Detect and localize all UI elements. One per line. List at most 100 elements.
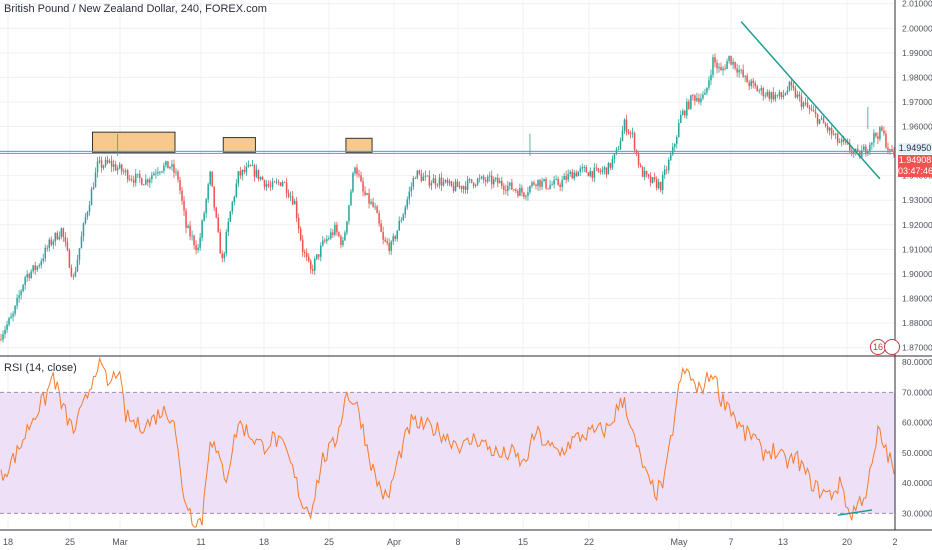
candle-body <box>322 240 324 246</box>
candle-body <box>653 177 656 180</box>
candle-body <box>577 171 579 177</box>
candle-body <box>173 164 175 173</box>
candle-body <box>6 324 8 330</box>
candle-body <box>84 216 87 224</box>
candle-body <box>464 186 467 190</box>
candle-body <box>201 220 203 238</box>
candle-body <box>309 260 312 270</box>
rsi-title: RSI (14, close) <box>4 362 77 374</box>
candle-body <box>450 181 453 187</box>
candle-body <box>155 173 157 175</box>
candle-body <box>420 173 423 181</box>
x-tick-label: 18 <box>259 537 269 547</box>
candle-body <box>434 178 437 185</box>
candle-body <box>832 134 835 136</box>
candle-body <box>607 162 610 175</box>
candle-body <box>589 171 592 177</box>
candle-body <box>505 189 507 191</box>
candle-body <box>291 196 294 205</box>
candle-body <box>527 192 529 196</box>
candle-body <box>593 167 596 178</box>
candle-body <box>273 181 276 183</box>
candle-body <box>549 184 551 189</box>
candle-body <box>366 193 368 195</box>
current-price-tag: 1.94908 <box>898 155 932 166</box>
candle-body <box>247 165 250 167</box>
x-tick-label: May <box>670 537 688 547</box>
candle-body <box>794 88 797 98</box>
candle-body <box>78 248 81 260</box>
candle-body <box>631 132 634 134</box>
candle-body <box>490 175 493 185</box>
candle-body <box>736 68 738 73</box>
resistance-zone <box>345 137 373 153</box>
candle-body <box>499 180 501 184</box>
economic-event-icon[interactable] <box>884 339 900 355</box>
candle-body <box>760 88 763 91</box>
candle-body <box>213 186 215 208</box>
x-tick-label: Apr <box>387 537 401 547</box>
candle-body <box>293 201 296 205</box>
candle-body <box>12 313 14 317</box>
candle-body <box>587 172 590 177</box>
candle-body <box>94 172 97 188</box>
x-tick-label: 7 <box>728 537 733 547</box>
candle-body <box>430 183 433 186</box>
candle-body <box>80 236 83 249</box>
candle-body <box>328 238 330 240</box>
candle-body <box>462 186 465 190</box>
y-tick-label: 1.97000 <box>902 97 932 107</box>
candle-body <box>511 182 513 190</box>
candle-body <box>482 176 485 181</box>
candle-body <box>810 109 813 111</box>
candle-body <box>694 95 696 101</box>
candle-body <box>750 80 752 87</box>
candle-body <box>324 240 326 242</box>
candle-body <box>468 179 471 181</box>
candle-body <box>382 231 384 240</box>
candle-body <box>139 173 141 179</box>
candle-body <box>122 171 125 173</box>
candle-body <box>778 92 781 96</box>
candle-body <box>108 160 111 163</box>
candle-body <box>336 224 338 233</box>
candle-body <box>344 232 346 241</box>
candle-body <box>756 86 758 92</box>
candle-body <box>844 141 847 143</box>
candle-body <box>684 110 686 116</box>
candle-body <box>503 186 505 190</box>
candle-body <box>44 247 47 259</box>
y-tick-label: 1.90000 <box>902 269 932 279</box>
candle-body <box>875 133 877 137</box>
candle-body <box>557 179 559 185</box>
candle-body <box>440 177 443 186</box>
candle-body <box>460 185 463 190</box>
candle-body <box>466 179 469 190</box>
candle-body <box>889 149 891 151</box>
y-tick-label: 2.01000 <box>902 0 932 9</box>
candle-body <box>134 173 137 183</box>
candle-body <box>776 94 779 96</box>
candle-body <box>199 237 201 248</box>
candle-body <box>388 243 390 251</box>
candle-body <box>422 176 425 181</box>
candle-body <box>358 174 360 176</box>
candle-body <box>22 284 24 291</box>
candle-body <box>416 170 419 179</box>
candle-body <box>456 181 459 187</box>
candle-body <box>245 166 248 172</box>
candle-body <box>784 93 787 96</box>
candle-body <box>92 187 95 190</box>
candle-body <box>470 179 473 183</box>
candle-body <box>346 221 348 233</box>
candle-body <box>726 61 728 69</box>
candle-body <box>251 165 254 166</box>
candle-body <box>149 179 151 183</box>
candle-body <box>724 68 726 70</box>
candle-body <box>137 173 139 175</box>
candle-body <box>738 70 740 73</box>
candle-body <box>848 143 851 151</box>
candle-body <box>410 186 413 192</box>
candle-body <box>320 245 322 257</box>
